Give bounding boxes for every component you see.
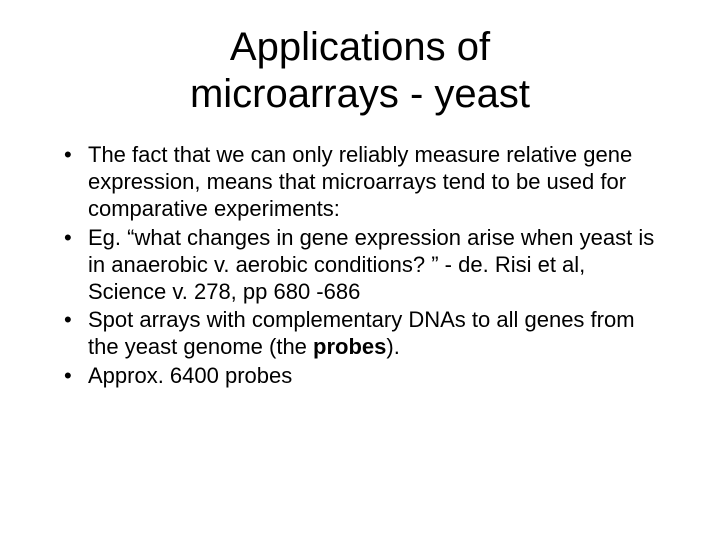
bold-term: probes (313, 334, 386, 359)
list-item: The fact that we can only reliably measu… (58, 142, 662, 222)
list-item: Eg. “what changes in gene expression ari… (58, 225, 662, 305)
title-line-2: microarrays - yeast (190, 72, 530, 116)
slide: Applications of microarrays - yeast The … (0, 0, 720, 540)
title-line-1: Applications of (230, 25, 490, 69)
bullet-list: The fact that we can only reliably measu… (58, 142, 662, 389)
list-item: Spot arrays with complementary DNAs to a… (58, 307, 662, 361)
slide-title: Applications of microarrays - yeast (58, 24, 662, 118)
bullet-tail: ). (386, 334, 399, 359)
bullet-text: The fact that we can only reliably measu… (88, 142, 632, 221)
bullet-text: Approx. 6400 probes (88, 363, 292, 388)
list-item: Approx. 6400 probes (58, 363, 662, 390)
bullet-text: Eg. “what changes in gene expression ari… (88, 225, 654, 304)
